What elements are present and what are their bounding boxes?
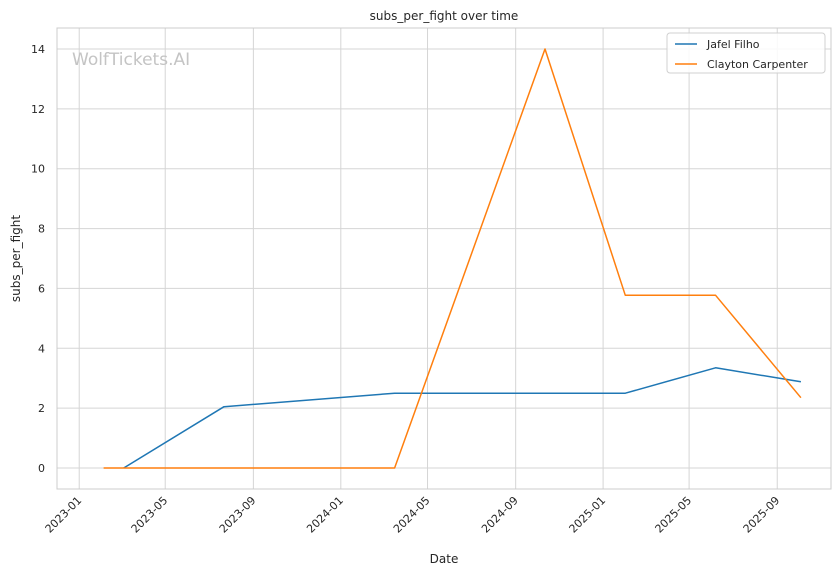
y-tick-label: 0 xyxy=(38,462,45,475)
plot-frame xyxy=(56,27,832,490)
y-tick-label: 2 xyxy=(38,402,45,415)
series-line xyxy=(103,48,802,469)
y-tick-label: 12 xyxy=(31,103,45,116)
y-tick-label: 8 xyxy=(38,223,45,236)
series-line xyxy=(123,367,802,469)
grid xyxy=(57,28,831,489)
watermark-text: WolfTickets.AI xyxy=(72,50,190,70)
y-tick-label: 14 xyxy=(31,43,45,56)
x-axis-label: Date xyxy=(430,552,459,566)
legend-label: Clayton Carpenter xyxy=(707,58,808,71)
legend: Jafel Filho Clayton Carpenter xyxy=(666,32,826,74)
y-tick-labels: 0 2 4 6 8 10 12 14 xyxy=(31,43,45,475)
legend-label: Jafel Filho xyxy=(706,38,760,51)
y-tick-label: 10 xyxy=(31,163,45,176)
chart-title: subs_per_fight over time xyxy=(370,9,519,23)
y-tick-label: 4 xyxy=(38,342,45,355)
y-axis-label: subs_per_fight xyxy=(9,215,23,302)
legend-box xyxy=(666,32,826,74)
series-lines xyxy=(103,48,802,469)
y-tick-label: 6 xyxy=(38,282,45,295)
